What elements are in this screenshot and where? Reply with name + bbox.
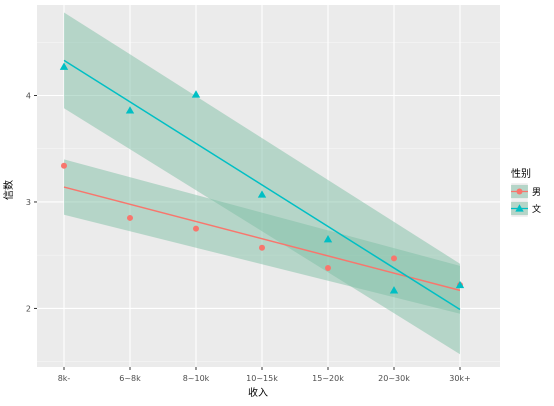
data-point — [391, 255, 397, 262]
x-axis-title: 收入 — [248, 386, 268, 399]
y-axis-title: 信数 — [2, 180, 15, 200]
axes: 2 3 4 8k- 6~8k 8~10k 10~15k 15~20k 20~30k 30k+ — [26, 92, 471, 384]
legend: 性别 男文 — [510, 167, 541, 218]
confidence-band — [64, 12, 460, 355]
x-tick-label: 20~30k — [378, 374, 410, 383]
legend-title: 性别 — [511, 167, 531, 180]
y-tick-label: 4 — [26, 92, 31, 101]
data-point — [455, 280, 465, 289]
x-tick-label: 8k- — [58, 374, 71, 383]
data-point — [259, 244, 265, 251]
data-point — [193, 225, 199, 232]
legend-item: 文 — [510, 199, 541, 218]
x-tick-label: 8~10k — [183, 374, 210, 383]
legend-items: 男文 — [510, 182, 541, 218]
y-tick-label: 2 — [26, 304, 31, 313]
legend-key-marker — [516, 188, 523, 195]
fit-lines — [63, 59, 461, 311]
x-tick-label: 6~8k — [119, 374, 141, 383]
x-tick-label: 15~20k — [312, 374, 344, 383]
fit-line — [63, 186, 461, 292]
legend-label: 文 — [532, 203, 541, 215]
data-point — [191, 90, 201, 98]
data-point — [61, 162, 67, 169]
legend-key-marker — [515, 204, 524, 212]
confidence-bands — [64, 12, 460, 355]
fit-line — [63, 59, 461, 311]
x-tick-label: 10~15k — [246, 374, 278, 383]
y-tick-label: 3 — [26, 198, 31, 207]
data-point — [323, 235, 333, 243]
legend-item: 男 — [510, 182, 541, 201]
data-point — [257, 190, 267, 198]
data-points — [59, 62, 465, 294]
data-point — [125, 106, 135, 114]
data-point — [59, 62, 69, 70]
data-point — [325, 264, 331, 271]
x-tick-label: 30k+ — [449, 374, 471, 383]
data-point — [127, 214, 133, 221]
legend-label: 男 — [532, 187, 541, 198]
data-point — [389, 286, 399, 294]
